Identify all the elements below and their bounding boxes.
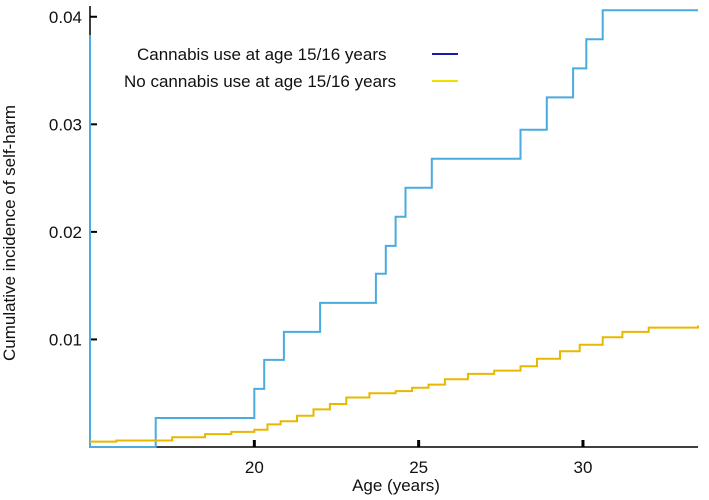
x-axis-title: Age (years) bbox=[352, 476, 440, 495]
x-tick-label: 20 bbox=[245, 458, 264, 477]
x-tick-label: 30 bbox=[574, 458, 593, 477]
legend-label-2: No cannabis use at age 15/16 years bbox=[124, 72, 396, 91]
y-tick-label: 0.01 bbox=[49, 330, 82, 349]
y-tick-label: 0.04 bbox=[49, 8, 82, 27]
legend-label-1: Cannabis use at age 15/16 years bbox=[137, 45, 387, 64]
y-axis-title: Cumulative incidence of self-harm bbox=[0, 105, 19, 361]
series-line-1 bbox=[89, 9, 698, 448]
series-line-2 bbox=[90, 325, 699, 443]
y-tick-label: 0.02 bbox=[49, 223, 82, 242]
y-tick-label: 0.03 bbox=[49, 115, 82, 134]
x-tick-label: 25 bbox=[409, 458, 428, 477]
